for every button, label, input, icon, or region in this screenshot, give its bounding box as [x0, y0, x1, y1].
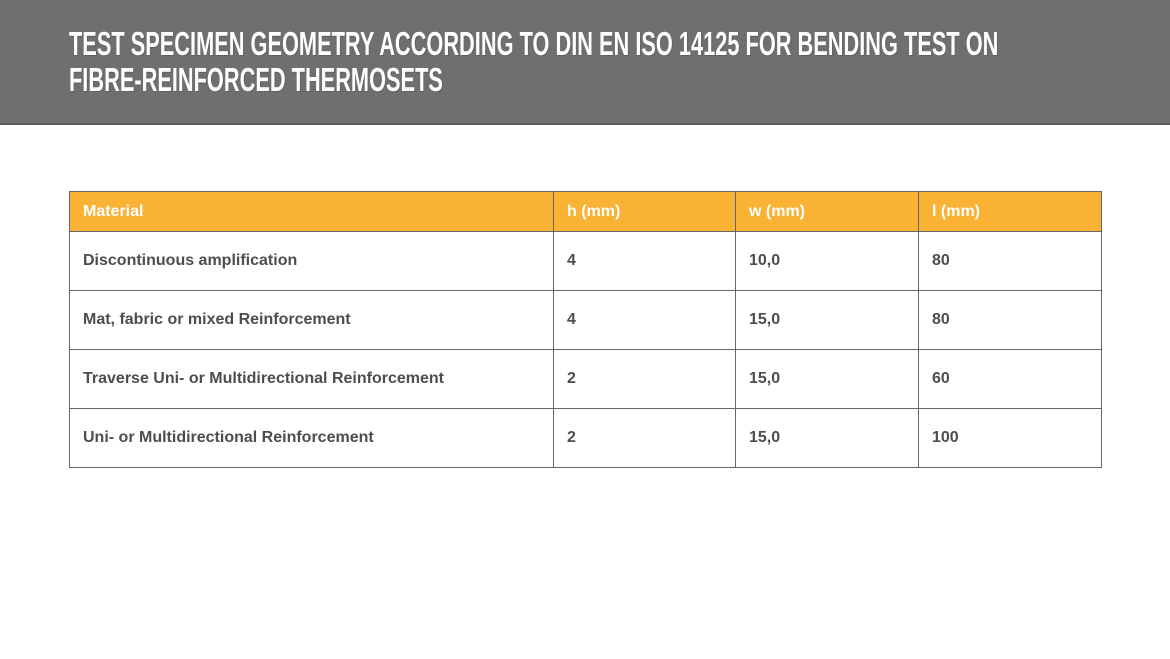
table-row: Mat, fabric or mixed Reinforcement 4 15,0 8… — [69, 290, 1102, 350]
table-header-row: Material h (mm) w (mm) l (mm) — [69, 191, 1102, 232]
cell-material: Traverse Uni- or Multidirectional Reinfo… — [69, 349, 554, 409]
cell-l: 60 — [918, 349, 1102, 409]
page-title-line-2: FIBRE-REINFORCED THERMOSETS — [69, 61, 443, 98]
cell-h: 2 — [553, 408, 736, 468]
column-header-material: Material — [69, 191, 554, 232]
cell-w: 10,0 — [735, 231, 919, 291]
table-row: Discontinuous amplification 4 10,0 80 — [69, 231, 1102, 291]
cell-h: 4 — [553, 290, 736, 350]
cell-w: 15,0 — [735, 290, 919, 350]
cell-l: 80 — [918, 231, 1102, 291]
cell-h: 2 — [553, 349, 736, 409]
page-title-line-1: TEST SPECIMEN GEOMETRY ACCORDING TO DIN … — [69, 25, 999, 62]
title-banner: TEST SPECIMEN GEOMETRY ACCORDING TO DIN … — [0, 0, 1170, 125]
column-header-h: h (mm) — [553, 191, 736, 232]
cell-w: 15,0 — [735, 349, 919, 409]
table-row: Uni- or Multidirectional Reinforcement 2 1… — [69, 408, 1102, 468]
specimen-geometry-table: Material h (mm) w (mm) l (mm) Discontinu… — [69, 191, 1102, 468]
page-title: TEST SPECIMEN GEOMETRY ACCORDING TO DIN … — [69, 26, 1170, 98]
cell-h: 4 — [553, 231, 736, 291]
table-row: Traverse Uni- or Multidirectional Reinfo… — [69, 349, 1102, 409]
cell-material: Mat, fabric or mixed Reinforcement — [69, 290, 554, 350]
cell-material: Uni- or Multidirectional Reinforcement — [69, 408, 554, 468]
cell-l: 80 — [918, 290, 1102, 350]
column-header-w: w (mm) — [735, 191, 919, 232]
cell-w: 15,0 — [735, 408, 919, 468]
table-header: Material h (mm) w (mm) l (mm) — [69, 191, 1102, 232]
table-body: Discontinuous amplification 4 10,0 80 Mat, f… — [69, 231, 1102, 468]
column-header-l: l (mm) — [918, 191, 1102, 232]
cell-l: 100 — [918, 408, 1102, 468]
cell-material: Discontinuous amplification — [69, 231, 554, 291]
